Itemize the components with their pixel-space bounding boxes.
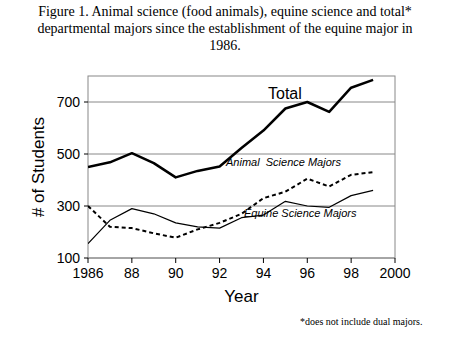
series-line <box>88 190 373 243</box>
y-tick-label: 500 <box>57 146 81 162</box>
x-tick-label: 90 <box>168 265 184 281</box>
x-tick-label: 1986 <box>72 265 103 281</box>
footnote: *does not include dual majors. <box>300 316 422 327</box>
x-tick-label: 2000 <box>379 265 410 281</box>
x-tick <box>88 258 89 263</box>
chart: Figure 1. Animal science (food animals),… <box>0 0 450 338</box>
x-tick-label: 98 <box>343 265 359 281</box>
x-tick-label: 94 <box>256 265 272 281</box>
y-tick <box>84 206 88 207</box>
grid-line <box>88 102 395 103</box>
title: Figure 1. Animal science (food animals),… <box>37 4 412 53</box>
x-axis-label: Year <box>224 287 259 306</box>
x-tick <box>175 258 176 263</box>
y-axis-label: # of Students <box>29 117 48 217</box>
series-line <box>88 172 373 238</box>
x-tick <box>307 258 308 263</box>
x-tick <box>263 258 264 263</box>
x-tick <box>131 258 132 263</box>
series-group <box>88 80 373 244</box>
y-tick <box>84 258 88 259</box>
y-tick-label: 300 <box>57 198 81 214</box>
x-tick <box>351 258 352 263</box>
x-tick-label: 92 <box>212 265 228 281</box>
series-label: Total <box>268 85 302 102</box>
plot-frame <box>88 76 395 258</box>
y-tick-label: 700 <box>57 94 81 110</box>
series-label: Equine Science Majors <box>244 207 357 219</box>
x-tick-label: 96 <box>299 265 315 281</box>
series-line <box>88 80 373 177</box>
x-tick-label: 88 <box>124 265 140 281</box>
series-label: Animal Science Majors <box>225 156 341 168</box>
y-tick-label: 100 <box>57 250 81 266</box>
x-tick <box>395 258 396 263</box>
y-tick <box>84 102 88 103</box>
x-tick <box>219 258 220 263</box>
y-tick <box>84 154 88 155</box>
